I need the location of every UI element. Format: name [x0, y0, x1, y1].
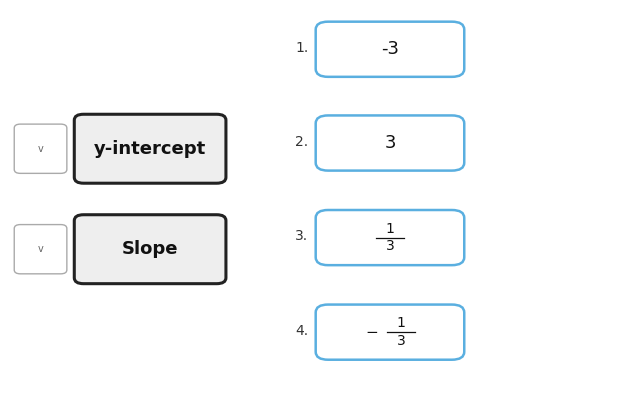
Text: 3.: 3. — [295, 229, 308, 243]
FancyBboxPatch shape — [316, 210, 464, 265]
FancyBboxPatch shape — [14, 225, 67, 274]
Text: Slope: Slope — [122, 240, 178, 258]
FancyBboxPatch shape — [316, 115, 464, 171]
FancyBboxPatch shape — [316, 22, 464, 77]
Text: 3: 3 — [386, 239, 394, 253]
FancyBboxPatch shape — [74, 114, 226, 183]
Text: v: v — [38, 144, 43, 154]
Text: 1: 1 — [386, 222, 394, 236]
Text: −: − — [365, 325, 378, 340]
Text: 1.: 1. — [295, 41, 308, 55]
Text: 3: 3 — [397, 334, 405, 348]
Text: 3: 3 — [384, 134, 396, 152]
FancyBboxPatch shape — [14, 124, 67, 173]
Text: y-intercept: y-intercept — [94, 140, 206, 158]
Text: 4.: 4. — [295, 324, 308, 338]
Text: 1: 1 — [397, 316, 405, 331]
FancyBboxPatch shape — [316, 305, 464, 360]
Text: -3: -3 — [381, 40, 399, 58]
Text: 2.: 2. — [295, 135, 308, 149]
Text: v: v — [38, 244, 43, 254]
FancyBboxPatch shape — [74, 215, 226, 284]
